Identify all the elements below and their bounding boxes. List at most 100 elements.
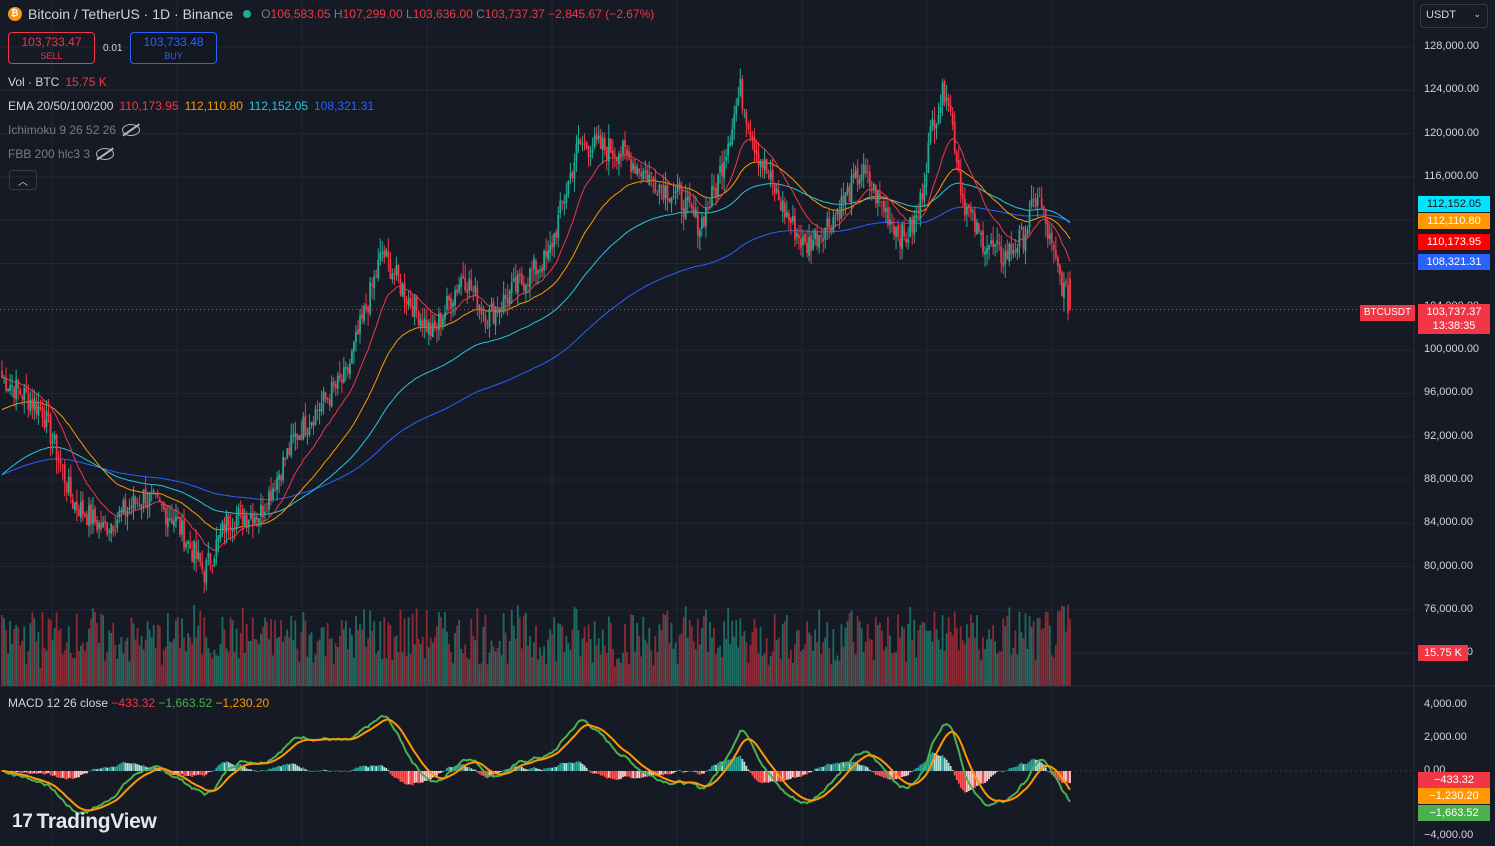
- volume-bar: [571, 629, 574, 686]
- candle-body: [980, 232, 982, 235]
- macd-histogram-bar: [802, 771, 804, 776]
- volume-bar: [640, 656, 643, 686]
- volume-bar: [132, 623, 135, 686]
- macd-histogram-bar: [29, 771, 32, 774]
- ema-legend[interactable]: EMA 20/50/100/200 110,173.95 112,110.80 …: [8, 99, 374, 113]
- macd-histogram-bar: [480, 771, 483, 776]
- volume-bar: [357, 630, 359, 686]
- candle-body: [1058, 264, 1061, 275]
- macd-histogram-bar: [310, 771, 313, 772]
- volume-bar: [454, 633, 456, 686]
- volume-bar: [249, 640, 252, 686]
- candle-body: [834, 215, 837, 217]
- candle-body: [822, 237, 825, 242]
- macd-histogram-bar: [1056, 771, 1059, 780]
- candle-body: [967, 204, 970, 208]
- macd-histogram-bar: [587, 770, 590, 772]
- currency-select[interactable]: USDT ⌄: [1420, 4, 1488, 28]
- volume-bar: [332, 663, 335, 686]
- macd-histogram-bar: [393, 771, 396, 778]
- macd-histogram-bar: [543, 768, 545, 771]
- volume-bar: [622, 652, 624, 686]
- candle-body: [555, 231, 558, 238]
- macd-histogram-bar: [223, 762, 226, 771]
- symbol-title[interactable]: Bitcoin / TetherUS · 1D · Binance: [28, 6, 234, 22]
- macd-histogram-bar: [996, 771, 999, 772]
- tradingview-logo[interactable]: 17 TradingView: [12, 810, 157, 834]
- logo-text: TradingView: [36, 810, 157, 833]
- eye-hidden-icon[interactable]: [122, 124, 141, 136]
- macd-histogram-bar: [828, 763, 831, 771]
- volume-bar: [929, 630, 932, 686]
- volume-bar: [636, 623, 639, 686]
- candle-body: [397, 265, 400, 278]
- volume-bar: [278, 637, 281, 686]
- fbb-legend[interactable]: FBB 200 hlc3 3: [8, 147, 115, 161]
- candle-body: [658, 184, 661, 194]
- candle-body: [725, 156, 728, 161]
- volume-bar: [219, 644, 222, 686]
- buy-button[interactable]: 103,733.48 BUY: [130, 32, 217, 64]
- volume-bar: [535, 625, 537, 686]
- macd-histogram-bar: [692, 771, 695, 773]
- eye-hidden-icon[interactable]: [96, 148, 115, 160]
- volume-bar: [255, 639, 258, 686]
- candle-body: [282, 456, 285, 481]
- candle-body: [502, 294, 505, 312]
- macd-legend[interactable]: MACD 12 26 close −433.32 −1,663.52 −1,23…: [8, 696, 269, 710]
- volume-legend[interactable]: Vol · BTC 15.75 K: [8, 75, 107, 89]
- macd-histogram-bar: [830, 764, 833, 771]
- volume-bar: [988, 629, 990, 686]
- macd-histogram-bar: [326, 770, 329, 772]
- candle-body: [419, 319, 422, 327]
- volume-bar: [688, 619, 691, 686]
- volume-bar: [181, 618, 183, 686]
- volume-bar: [67, 626, 70, 686]
- candle-body: [883, 200, 885, 213]
- macd-histogram-bar: [1028, 761, 1031, 771]
- volume-bar: [1020, 632, 1023, 686]
- volume-bar: [982, 637, 984, 686]
- macd-histogram-bar: [978, 771, 980, 785]
- sell-button[interactable]: 103,733.47 SELL: [8, 32, 95, 64]
- macd-histogram-bar: [880, 771, 883, 777]
- volume-bar: [158, 625, 161, 686]
- volume-bar: [110, 632, 113, 686]
- candle-body: [1067, 284, 1069, 314]
- macd-histogram-bar: [1038, 760, 1041, 771]
- candle-body: [820, 235, 823, 237]
- candle-body: [179, 516, 181, 535]
- candle-body: [349, 363, 351, 375]
- macd-histogram-bar: [306, 770, 309, 771]
- macd-histogram-bar: [405, 771, 408, 785]
- candle-body: [120, 510, 123, 513]
- volume-bar: [464, 644, 467, 686]
- macd-histogram-bar: [219, 763, 222, 771]
- candle-body: [876, 190, 879, 204]
- candle-body: [1034, 198, 1037, 207]
- volume-bar: [872, 660, 875, 686]
- volume-bar: [583, 627, 586, 686]
- candle-body: [868, 171, 871, 188]
- candle-body: [1050, 231, 1053, 244]
- macd-histogram-bar: [158, 769, 161, 771]
- macd-histogram-bar: [791, 771, 794, 778]
- macd-histogram-bar: [765, 771, 768, 783]
- candle-body: [670, 197, 673, 204]
- candle-body: [112, 525, 115, 532]
- volume-bar: [494, 651, 497, 686]
- collapse-legend-button[interactable]: ︿: [9, 170, 37, 190]
- candle-body: [448, 295, 450, 301]
- volume-bar: [836, 655, 839, 686]
- macd-histogram-bar: [755, 771, 758, 781]
- candle-body: [569, 172, 572, 179]
- volume-bar: [429, 637, 432, 686]
- macd-histogram-bar: [27, 771, 30, 774]
- candle-body: [251, 513, 254, 526]
- volume-bar: [545, 664, 548, 686]
- macd-histogram-bar: [741, 758, 744, 771]
- macd-histogram-bar: [567, 762, 570, 771]
- volume-bar: [290, 615, 293, 686]
- ichimoku-legend[interactable]: Ichimoku 9 26 52 26: [8, 123, 141, 137]
